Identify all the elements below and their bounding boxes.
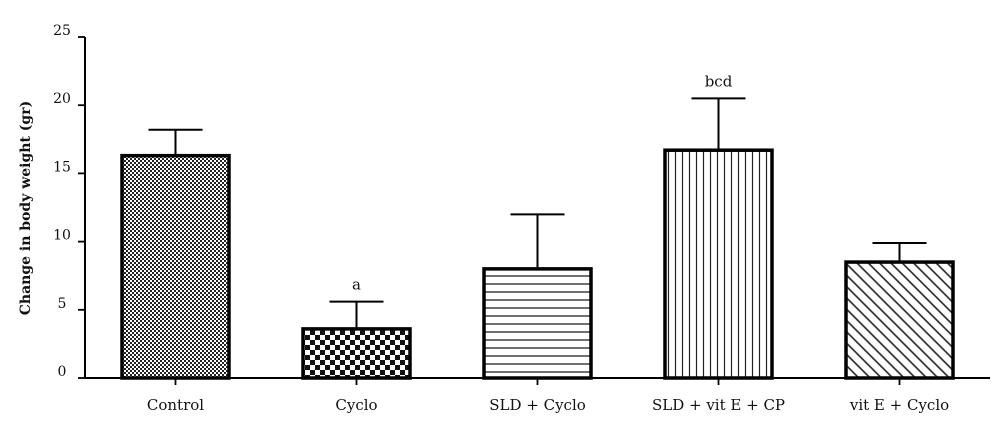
significance-label: a (352, 276, 361, 294)
y-tick-label: 5 (58, 296, 67, 312)
bar (301, 327, 412, 380)
bar (844, 260, 955, 380)
x-tick-label: SLD + Cyclo (489, 396, 586, 414)
y-axis-label: Change in body weight (gr) (18, 101, 34, 315)
bars-group: Control Cyclo a SLD + Cyclo SLD + vit E + CP… (120, 72, 955, 414)
bar (120, 153, 231, 380)
bar (663, 148, 774, 380)
y-tick-label: 15 (53, 159, 71, 175)
significance-label: bcd (705, 72, 733, 90)
y-tick-label: 25 (53, 23, 71, 39)
y-tick-label: 0 (58, 364, 67, 380)
y-tick-label: 20 (53, 91, 71, 107)
axes: 0 5 10 15 20 25 (53, 23, 990, 380)
x-tick-label: Control (147, 396, 204, 414)
bar (482, 267, 593, 380)
x-tick-label: Cyclo (335, 396, 377, 414)
x-tick-label: vit E + Cyclo (849, 396, 949, 414)
x-tick-label: SLD + vit E + CP (652, 396, 785, 414)
y-tick-label: 10 (53, 228, 71, 244)
